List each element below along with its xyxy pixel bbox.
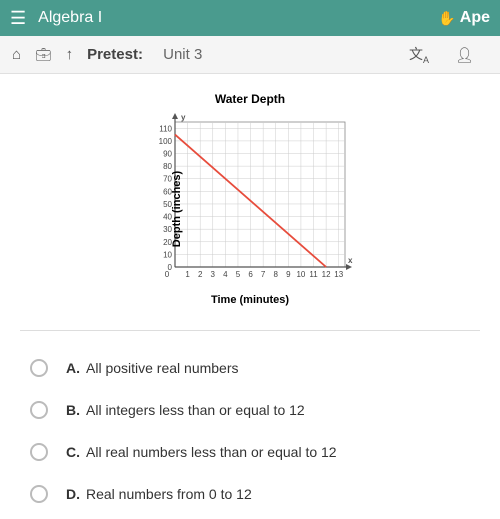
svg-text:10: 10: [296, 270, 305, 279]
pretest-label: Pretest: Unit 3: [87, 46, 216, 63]
option-a[interactable]: A. All positive real numbers: [30, 347, 470, 389]
svg-text:12: 12: [322, 270, 331, 279]
user-icon[interactable]: 👤︎: [455, 46, 474, 64]
up-arrow-icon[interactable]: ↑: [66, 46, 74, 63]
option-letter: B.: [66, 402, 80, 418]
radio-icon[interactable]: [30, 359, 48, 377]
option-d[interactable]: D. Real numbers from 0 to 12: [30, 473, 470, 515]
chart-container: Depth (inches) yx01020304050607080901001…: [147, 112, 353, 306]
svg-text:13: 13: [334, 270, 343, 279]
x-axis-label: Time (minutes): [147, 294, 353, 306]
menu-icon[interactable]: ☰: [10, 8, 26, 29]
svg-text:5: 5: [236, 270, 241, 279]
option-letter: C.: [66, 444, 80, 460]
app-brand: Ape: [460, 9, 490, 27]
option-c[interactable]: C. All real numbers less than or equal t…: [30, 431, 470, 473]
svg-text:0: 0: [165, 270, 170, 279]
svg-text:7: 7: [261, 270, 266, 279]
briefcase-icon[interactable]: 💼︎: [35, 47, 52, 63]
options-list: A. All positive real numbers B. All inte…: [0, 343, 500, 519]
divider: [20, 330, 480, 331]
svg-text:y: y: [181, 113, 186, 122]
option-letter: A.: [66, 360, 80, 376]
app-header: ☰ Algebra I ✋ Ape: [0, 0, 500, 36]
svg-text:90: 90: [163, 150, 172, 159]
option-letter: D.: [66, 486, 80, 502]
svg-text:9: 9: [286, 270, 291, 279]
svg-text:110: 110: [159, 124, 172, 133]
svg-text:3: 3: [211, 270, 216, 279]
translate-icon[interactable]: 文A: [409, 44, 429, 65]
svg-text:10: 10: [163, 250, 172, 259]
radio-icon[interactable]: [30, 401, 48, 419]
option-text: Real numbers from 0 to 12: [86, 486, 252, 502]
subheader-bar: ⌂ 💼︎ ↑ Pretest: Unit 3 文A 👤︎: [0, 36, 500, 74]
option-text: All positive real numbers: [86, 360, 239, 376]
y-axis-label: Depth (inches): [171, 171, 183, 247]
option-b[interactable]: B. All integers less than or equal to 12: [30, 389, 470, 431]
svg-text:100: 100: [159, 137, 173, 146]
svg-text:80: 80: [163, 162, 172, 171]
svg-text:4: 4: [223, 270, 228, 279]
chart-title: Water Depth: [0, 92, 500, 106]
svg-text:x: x: [348, 256, 353, 265]
radio-icon[interactable]: [30, 443, 48, 461]
app-logo-icon: ✋: [438, 10, 455, 27]
svg-text:2: 2: [198, 270, 203, 279]
option-text: All real numbers less than or equal to 1…: [86, 444, 337, 460]
chart-area: Water Depth Depth (inches) yx01020304050…: [0, 74, 500, 318]
radio-icon[interactable]: [30, 485, 48, 503]
course-title: Algebra I: [38, 9, 438, 27]
svg-text:6: 6: [248, 270, 253, 279]
svg-text:11: 11: [309, 270, 318, 279]
svg-text:1: 1: [185, 270, 190, 279]
option-text: All integers less than or equal to 12: [86, 402, 305, 418]
home-icon[interactable]: ⌂: [12, 46, 21, 63]
svg-text:8: 8: [274, 270, 279, 279]
